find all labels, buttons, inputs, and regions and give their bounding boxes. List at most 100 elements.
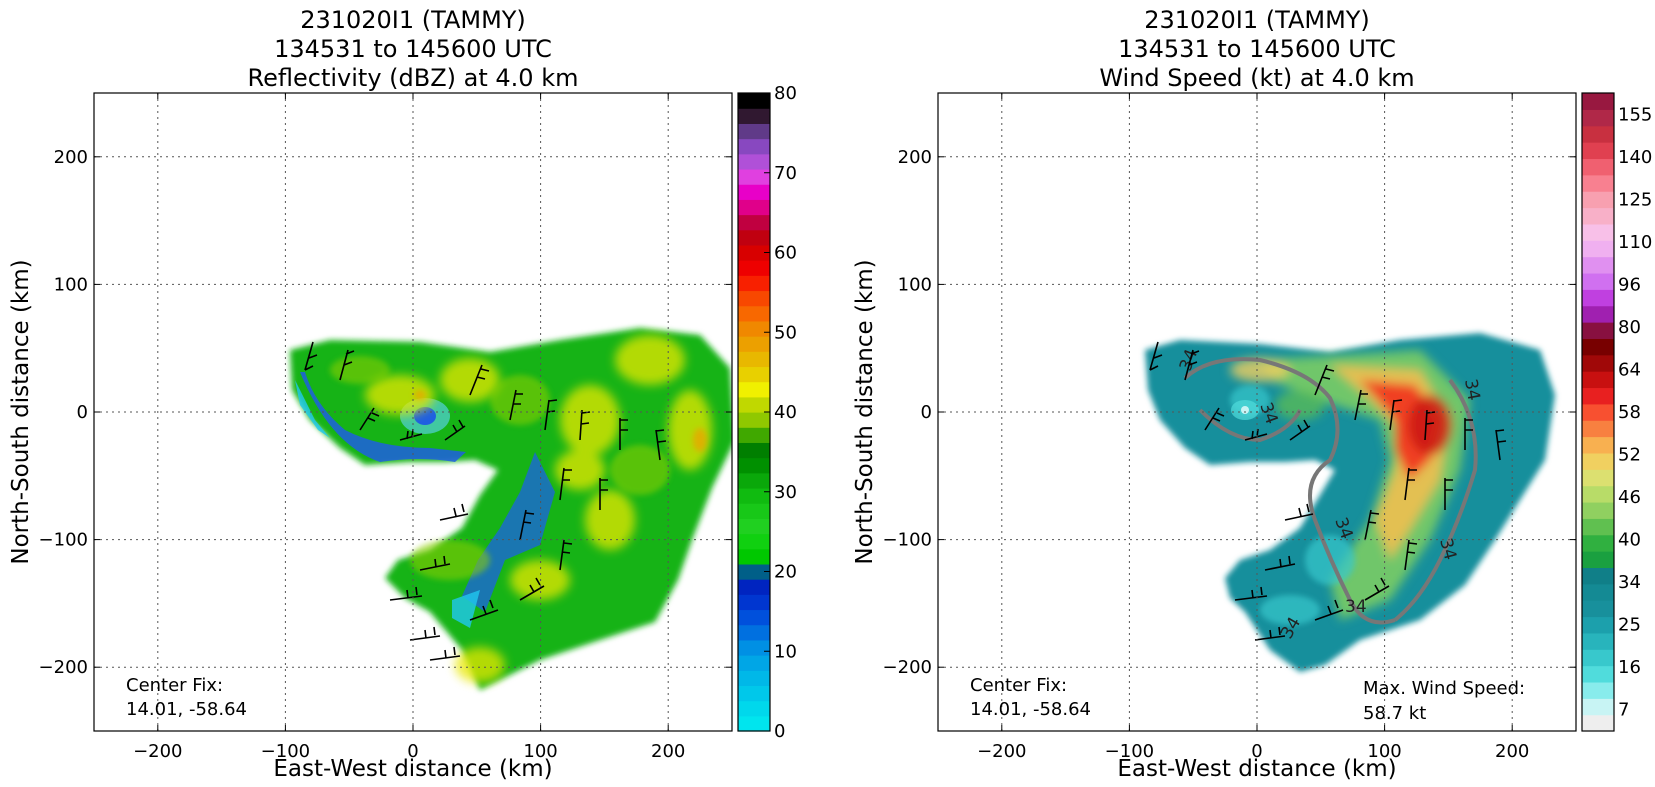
colorbar-swatch [1582,583,1614,601]
colorbar-swatch [1582,534,1614,552]
colorbar-swatch [738,457,770,474]
colorbar-tick-label: 0 [774,721,785,742]
colorbar-tick-label: 30 [774,482,797,503]
left-title-line-2: 134531 to 145600 UTC [274,35,552,63]
right-y-axis-label: North-South distance (km) [852,259,878,564]
right-center-fix-label: Center Fix: [970,675,1067,696]
colorbar-swatch [738,320,770,337]
y-tick-label: 200 [898,147,932,168]
colorbar-swatch [738,639,770,656]
x-tick-label: −200 [133,741,182,762]
right-title-line-1: 231020I1 (TAMMY) [1144,6,1370,34]
colorbar-swatch [738,93,770,109]
colorbar-swatch [1582,452,1614,470]
y-tick-label: 200 [54,147,88,168]
colorbar-tick-label: 10 [774,641,797,662]
x-tick-label: −100 [261,741,310,762]
x-tick-label: −100 [1105,741,1154,762]
colorbar-swatch [1582,469,1614,487]
colorbar-swatch [738,685,770,702]
colorbar-tick-label: 60 [774,243,797,264]
wind-barbs [304,341,667,661]
y-tick-label: −200 [883,657,932,678]
x-tick-label: 200 [651,741,685,762]
colorbar-swatch [738,442,770,459]
colorbar-swatch [738,655,770,671]
colorbar-swatch [1582,125,1614,143]
colorbar-swatch [738,290,770,307]
34kt-contour [1183,357,1478,625]
colorbar-swatch [1582,289,1614,307]
colorbar-swatch [738,700,770,717]
colorbar-swatch [738,381,770,398]
colorbar-tick-label: 16 [1618,657,1641,678]
colorbar-swatch [1582,322,1614,339]
colorbar-tick-label: 80 [774,83,797,104]
left-x-axis-label: East-West distance (km) [273,756,552,782]
colorbar-swatch [1582,616,1614,634]
left-title-line-3: Reflectivity (dBZ) at 4.0 km [248,64,579,92]
colorbar-swatch [738,427,770,443]
colorbar-tick-label: 52 [1618,445,1641,466]
colorbar-swatch [738,487,770,504]
colorbar-swatch [1582,551,1614,569]
colorbar-tick-label: 64 [1618,359,1641,380]
y-tick-label: −100 [883,530,932,551]
colorbar-swatch [738,184,770,200]
colorbar-swatch [1582,485,1614,503]
y-tick-label: −100 [39,530,88,551]
colorbar-swatch [738,624,770,641]
colorbar-swatch [738,229,770,246]
colorbar-swatch [1582,142,1614,160]
colorbar-tick-label: 125 [1618,189,1652,210]
y-tick-label: 100 [54,274,88,295]
colorbar-tick-label: 155 [1618,104,1652,125]
svg-text:34: 34 [1460,377,1483,402]
colorbar-swatch [738,548,770,565]
reflectivity-field [290,328,732,690]
colorbar-tick-label: 70 [774,163,797,184]
y-tick-label: 0 [921,402,932,423]
right-axis-ticks: −200 −100 0 100 200 −200 −100 0 100 200 [883,93,1576,762]
colorbar-swatch [1582,501,1614,519]
colorbar-swatch [1582,354,1614,372]
colorbar-tick-label: 40 [1618,530,1641,551]
x-tick-label: −200 [977,741,1026,762]
colorbar-swatch [1582,272,1614,290]
colorbar-swatch [738,305,770,322]
colorbar-swatch [738,336,770,352]
right-center-fix-value: 14.01, -58.64 [970,699,1091,720]
right-title-line-3: Wind Speed (kt) at 4.0 km [1099,64,1414,92]
colorbar-swatch [1582,403,1614,421]
colorbar-tick-label: 58 [1618,402,1641,423]
left-y-axis-label: North-South distance (km) [8,259,34,564]
colorbar-swatch [738,138,770,155]
x-tick-label: 100 [1367,741,1401,762]
left-axis-ticks: −200 −100 0 100 200 −200 −100 0 100 200 [39,93,732,762]
colorbar-tick-label: 110 [1618,232,1652,253]
left-title-line-1: 231020I1 (TAMMY) [300,6,526,34]
right-title-line-2: 134531 to 145600 UTC [1118,35,1396,63]
colorbar-swatch [1582,158,1614,176]
colorbar-tick-label: 40 [774,402,797,423]
colorbar-swatch [1582,567,1614,585]
colorbar-swatch [1582,600,1614,618]
colorbar-swatch [1582,207,1614,225]
right-grid [938,93,1576,731]
colorbar-swatch [738,108,770,124]
colorbar-swatch [738,594,770,611]
colorbar-swatch [738,503,770,519]
max-wind-label: Max. Wind Speed: [1363,678,1525,699]
right-x-axis-label: East-West distance (km) [1117,756,1396,782]
max-wind-value: 58.7 kt [1363,703,1426,724]
reflectivity-colorbar: 0 10 20 30 40 50 60 70 80 [737,83,797,742]
colorbar-swatch [1582,174,1614,192]
colorbar-swatch [1582,305,1614,323]
colorbar-swatch [1582,240,1614,258]
reflectivity-panel: 231020I1 (TAMMY) 134531 to 145600 UTC Re… [8,6,797,782]
colorbar-tick-label: 96 [1618,274,1641,295]
colorbar-swatch [738,260,770,276]
y-tick-label: −200 [39,657,88,678]
colorbar-swatch [738,168,770,185]
